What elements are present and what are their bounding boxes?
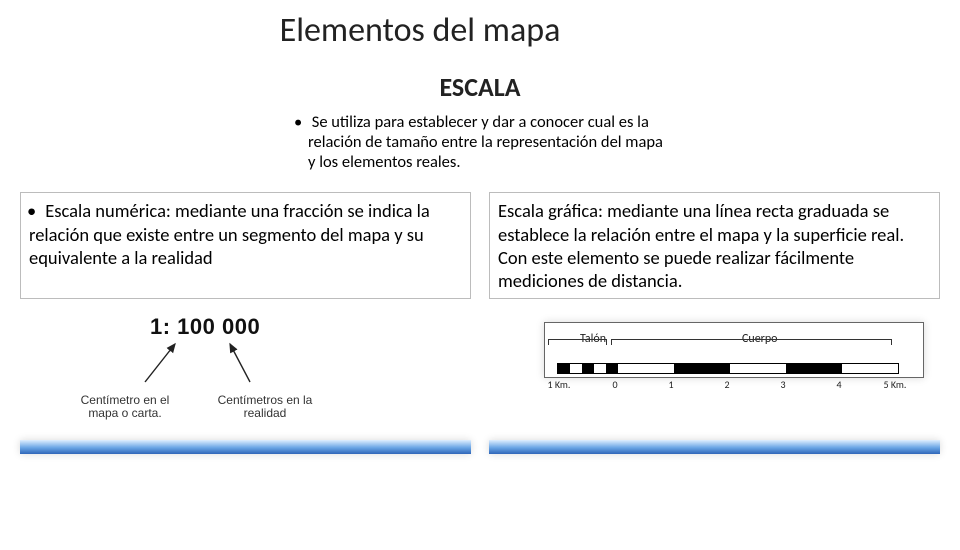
figure-row: 1: 100 000 Centímetro en el mapa o carta…	[0, 314, 960, 454]
left-box: • Escala numérica: mediante una fracción…	[20, 192, 471, 299]
scale-segment	[674, 364, 730, 373]
scale-segment	[618, 364, 674, 373]
left-text: Escala numérica: mediante una fracción s…	[29, 199, 430, 268]
brace-talon	[548, 339, 606, 349]
brace-end	[611, 339, 612, 345]
right-box: Escala gráfica: mediante una línea recta…	[489, 192, 940, 299]
scale-segment	[842, 364, 898, 373]
arrow-right	[230, 344, 250, 382]
intro-bullet: •	[294, 113, 308, 133]
figure-numeric-scale: 1: 100 000 Centímetro en el mapa o carta…	[20, 314, 471, 454]
intro-paragraph: • Se utiliza para establecer y dar a con…	[290, 113, 670, 172]
brace-end	[548, 339, 549, 345]
scale-tick-label: 1	[651, 378, 691, 391]
page-title: Elementos del mapa	[80, 10, 760, 51]
scale-tick-label: 1 Km.	[539, 378, 579, 391]
scale-tick-label: 4	[819, 378, 859, 391]
left-bullet: •	[27, 199, 41, 222]
scale-tick-label: 2	[707, 378, 747, 391]
brace-end	[891, 339, 892, 345]
scale-segment	[730, 364, 786, 373]
scale-tick-label: 3	[763, 378, 803, 391]
arrow-left	[145, 344, 175, 382]
intro-text: Se utiliza para establecer y dar a conoc…	[308, 112, 663, 172]
scale-segment	[606, 364, 618, 373]
columns: • Escala numérica: mediante una fracción…	[0, 192, 960, 299]
figure-graphic-scale: Talón Cuerpo 1 Km.012345 Km.	[489, 314, 940, 454]
scale-outer: Talón Cuerpo 1 Km.012345 Km.	[544, 322, 924, 378]
scale-segment	[582, 364, 594, 373]
scale-segment	[594, 364, 606, 373]
scale-segment	[786, 364, 842, 373]
subtitle: ESCALA	[0, 71, 960, 103]
scale-segment	[570, 364, 582, 373]
scale-tick-label: 0	[595, 378, 635, 391]
right-text: Escala gráfica: mediante una línea recta…	[498, 199, 904, 291]
scale-tick-label: 5 Km.	[875, 378, 915, 391]
scale-segment	[558, 364, 570, 373]
brace-end	[606, 339, 607, 345]
brace-cuerpo	[611, 339, 891, 349]
scale-bar	[557, 363, 899, 374]
arrow-label-left: Centímetro en el mapa o carta.	[70, 394, 180, 420]
figure-bluebar-left	[20, 440, 471, 454]
figure-bluebar-right	[489, 440, 940, 454]
arrow-label-right: Centímetros en la realidad	[210, 394, 320, 420]
